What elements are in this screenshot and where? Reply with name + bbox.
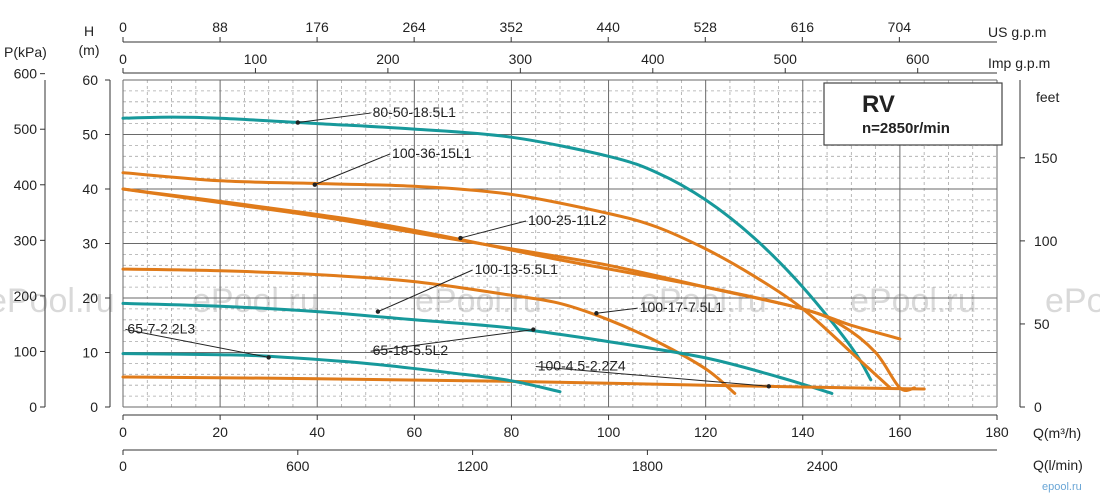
x-axis-lpm-tick-label: 0: [119, 458, 127, 474]
y-axis-kpa-tick-label: 400: [14, 177, 38, 193]
series-leader-100-17-7.5L1: [596, 307, 638, 314]
watermark-text-1: ePool.ru: [192, 282, 319, 320]
y-axis-head-tick-label: 0: [90, 399, 98, 415]
y-axis-kpa-tick-label: 600: [14, 66, 38, 82]
series-label-dot-100-13-5.5L1: [375, 309, 381, 314]
x-axis-lpm-tick-label: 2400: [807, 458, 838, 474]
y-axis-feet-title: feet: [1036, 89, 1059, 105]
x-axis-impgpm-tick-label: 500: [774, 51, 798, 67]
x-axis-q-tick-label: 80: [504, 424, 520, 440]
x-axis-q-tick-label: 0: [119, 424, 127, 440]
y-axis-head-title-top: H: [84, 23, 94, 39]
x-axis-q-tick-label: 140: [791, 424, 815, 440]
x-axis-impgpm-tick-label: 100: [244, 51, 268, 67]
x-axis-q-title: Q(m³/h): [1033, 425, 1081, 441]
x-axis-impgpm-tick-label: 0: [119, 51, 127, 67]
x-axis-usgpm-tick-label: 0: [119, 19, 127, 35]
y-axis-head-tick-label: 10: [82, 345, 98, 361]
x-axis-q-tick-label: 160: [888, 424, 912, 440]
x-axis-usgpm-tick-label: 88: [212, 19, 228, 35]
x-axis-usgpm-tick-label: 528: [694, 19, 718, 35]
watermark-text-5: ePool.ru: [1045, 282, 1100, 320]
series-label-100-17-7.5L1: 100-17-7.5L1: [640, 299, 724, 315]
y-axis-head-tick-label: 40: [82, 181, 98, 197]
series-label-100-4.5-2.2Z4: 100-4.5-2.2Z4: [538, 357, 626, 373]
series-curve-100-17-7.5L1: [121, 187, 916, 392]
x-axis-usgpm-tick-label: 704: [888, 19, 912, 35]
y-axis-kpa-tick-label: 200: [14, 288, 38, 304]
series-leader-100-36-15L1: [314, 153, 391, 186]
series-leader-80-50-18.5L1: [297, 112, 371, 124]
x-axis-usgpm-tick-label: 616: [791, 19, 815, 35]
chart-subtitle: n=2850r/min: [862, 120, 950, 137]
x-axis-impgpm-tick-label: 400: [641, 51, 665, 67]
chart-title: RV: [862, 91, 895, 118]
y-axis-kpa-tick-label: 500: [14, 121, 38, 137]
x-axis-usgpm-title: US g.p.m: [988, 24, 1046, 40]
y-axis-kpa-tick-label: 300: [14, 232, 38, 248]
x-axis-usgpm-tick-label: 352: [500, 19, 524, 35]
x-axis-impgpm-title: Imp g.p.m: [988, 55, 1050, 71]
series-leader-65-18-5.5L2: [370, 329, 534, 352]
x-axis-q-tick-label: 60: [407, 424, 423, 440]
watermark-text-0: ePool.ru: [0, 282, 115, 320]
y-axis-head-tick-label: 50: [82, 127, 98, 143]
series-leader-100-13-5.5L1: [377, 269, 473, 313]
x-axis-usgpm-tick-label: 264: [402, 19, 426, 35]
series-curve-100-4.5-2.2Z4: [121, 375, 926, 391]
y-axis-head-tick-label: 20: [82, 290, 98, 306]
x-axis-lpm-tick-label: 600: [286, 458, 310, 474]
x-axis-q-tick-label: 100: [597, 424, 621, 440]
series-label-100-25-11L2: 100-25-11L2: [528, 212, 607, 228]
series-label-65-18-5.5L2: 65-18-5.5L2: [373, 342, 449, 358]
x-axis-impgpm-tick-label: 300: [509, 51, 533, 67]
y-axis-kpa-tick-label: 0: [29, 399, 37, 415]
series-curve-65-18-5.5L2: [121, 301, 834, 395]
series-label-dot-80-50-18.5L1: [295, 120, 300, 125]
x-axis-q-tick-label: 180: [985, 424, 1009, 440]
x-axis-usgpm-tick-label: 440: [597, 19, 621, 35]
series-label-100-13-5.5L1: 100-13-5.5L1: [475, 261, 559, 277]
title-box: [823, 82, 1003, 146]
series-label-65-7-2.2L3: 65-7-2.2L3: [127, 320, 195, 336]
y-axis-kpa-title: P(kPa): [4, 44, 47, 60]
x-axis-impgpm-tick-label: 200: [376, 51, 400, 67]
series-leader-100-4.5-2.2Z4: [535, 365, 769, 387]
x-axis-q-tick-label: 40: [309, 424, 325, 440]
series-curve-65-7-2.2L3: [121, 352, 562, 394]
y-axis-head-tick-label: 30: [82, 236, 98, 252]
y-axis-feet-tick-label: 150: [1034, 150, 1058, 166]
x-axis-impgpm-tick-label: 600: [906, 51, 930, 67]
x-axis-q-tick-label: 20: [212, 424, 228, 440]
series-leader-65-7-2.2L3: [125, 328, 269, 358]
y-axis-feet-tick-label: 0: [1034, 399, 1042, 415]
x-axis-lpm-tick-label: 1200: [457, 458, 488, 474]
series-leader-100-25-11L2: [460, 220, 527, 239]
brand-mark: epool.ru: [1042, 481, 1082, 493]
series-curve-100-13-5.5L1: [121, 267, 737, 395]
x-axis-lpm-tick-label: 1800: [632, 458, 663, 474]
series-curve-80-50-18.5L1: [121, 115, 873, 382]
y-axis-kpa-tick-label: 100: [14, 343, 38, 359]
watermark-text-3: ePool.ru: [640, 282, 767, 320]
y-axis-feet-tick-label: 100: [1034, 233, 1058, 249]
x-axis-usgpm-tick-label: 176: [305, 19, 329, 35]
y-axis-feet-tick-label: 50: [1034, 316, 1050, 332]
x-axis-lpm-title: Q(l/min): [1033, 457, 1083, 473]
y-axis-head-tick-label: 60: [82, 72, 98, 88]
watermark-text-4: ePool.ru: [850, 282, 977, 320]
watermark-text-2: ePool.ru: [415, 282, 542, 320]
series-label-80-50-18.5L1: 80-50-18.5L1: [373, 104, 457, 120]
series-label-100-36-15L1: 100-36-15L1: [392, 145, 472, 161]
x-axis-q-tick-label: 120: [694, 424, 718, 440]
y-axis-head-title-bottom: (m): [79, 42, 100, 58]
